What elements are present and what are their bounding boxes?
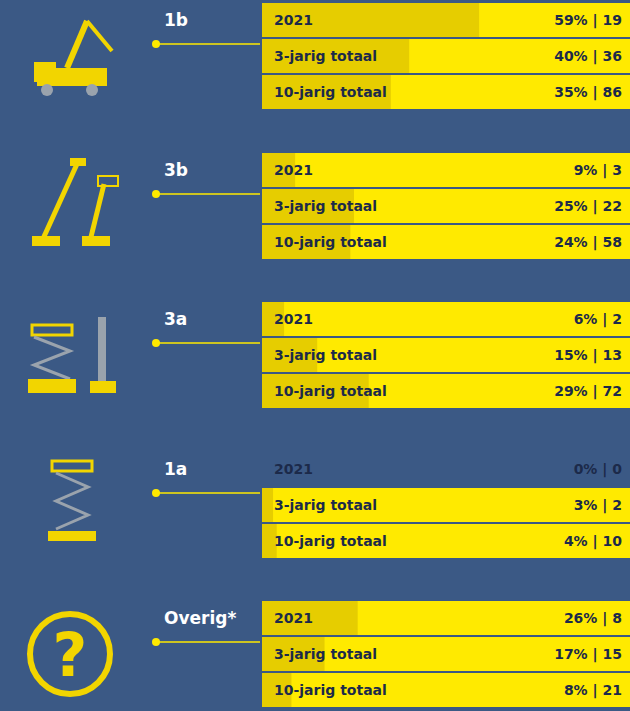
- html-text:17% | 15: 17% | 15: [554, 646, 622, 662]
- html-text:35% | 86: 35% | 86: [554, 84, 622, 100]
- html-text:59% | 19: 59% | 19: [554, 12, 622, 28]
- html-text:0% | 0: 0% | 0: [573, 460, 622, 477]
- html-text:40% | 36: 40% | 36: [554, 48, 622, 64]
- html-text:29% | 72: 29% | 72: [554, 383, 622, 399]
- html-text:1a: 1a: [164, 458, 188, 479]
- html-text:3-jarig totaal: 3-jarig totaal: [274, 48, 378, 64]
- html-text:Overig*: Overig*: [164, 608, 237, 628]
- html-text:6% | 2: 6% | 2: [573, 311, 622, 327]
- html-text:2021: 2021: [274, 12, 313, 28]
- html-text:25% | 22: 25% | 22: [554, 197, 622, 214]
- html-text:9% | 3: 9% | 3: [573, 161, 622, 178]
- html-text:3b: 3b: [164, 159, 188, 180]
- html-text:8% | 21: 8% | 21: [563, 682, 622, 698]
- html-text:10-jarig totaal: 10-jarig totaal: [274, 682, 387, 698]
- html-text:10-jarig totaal: 10-jarig totaal: [274, 84, 387, 100]
- html-text:3-jarig totaal: 3-jarig totaal: [274, 347, 378, 363]
- html-text:10-jarig totaal: 10-jarig totaal: [274, 532, 387, 549]
- html-text:10-jarig totaal: 10-jarig totaal: [274, 383, 387, 399]
- html-text:3a: 3a: [164, 309, 188, 329]
- svg-text:?: ?: [53, 620, 88, 690]
- html-text:3-jarig totaal: 3-jarig totaal: [274, 646, 378, 662]
- html-text:2021: 2021: [274, 460, 313, 477]
- html-text:1b: 1b: [164, 10, 188, 30]
- html-text:24% | 58: 24% | 58: [554, 233, 622, 250]
- html-text:4% | 10: 4% | 10: [563, 532, 622, 549]
- html-text:2021: 2021: [274, 610, 313, 626]
- html-text:3-jarig totaal: 3-jarig totaal: [274, 496, 378, 513]
- html-text:15% | 13: 15% | 13: [554, 347, 622, 363]
- html-text:26% | 8: 26% | 8: [563, 610, 622, 626]
- html-text:10-jarig totaal: 10-jarig totaal: [274, 233, 387, 250]
- html-text:2021: 2021: [274, 311, 313, 327]
- html-text:3% | 2: 3% | 2: [573, 496, 622, 513]
- html-text:2021: 2021: [274, 161, 313, 178]
- html-text:3-jarig totaal: 3-jarig totaal: [274, 197, 378, 214]
